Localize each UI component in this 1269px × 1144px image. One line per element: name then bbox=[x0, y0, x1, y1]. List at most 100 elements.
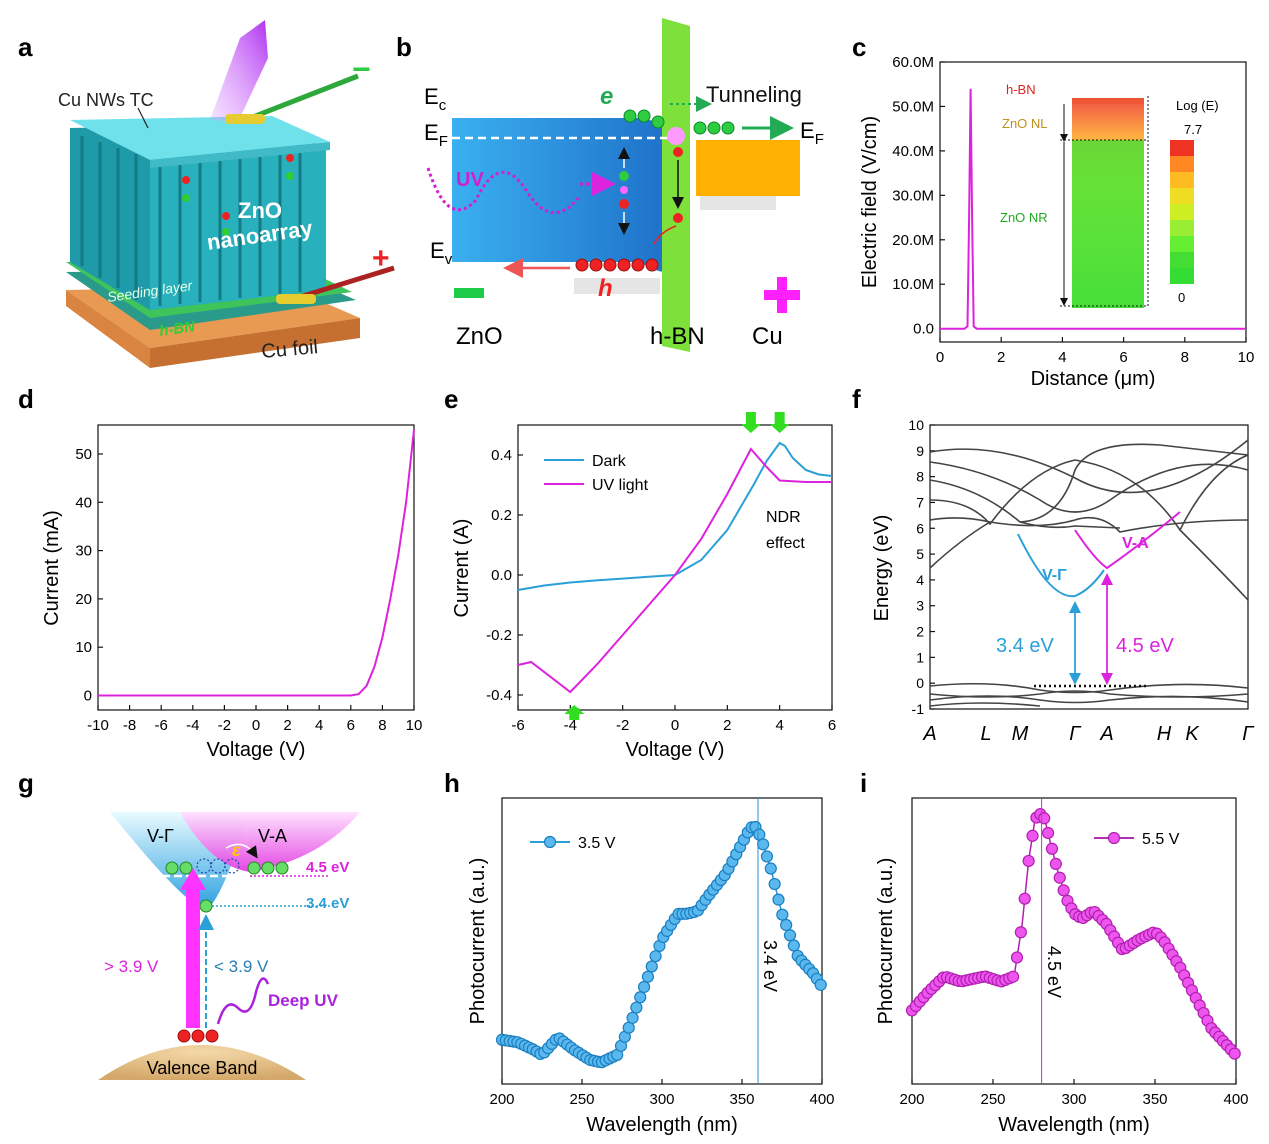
panel-d: d -10 -8 -6 -4 -2 0 2 4 6 8 10 0 10 20 30 40 50 Voltage … bbox=[18, 384, 422, 761]
annotation-effect: effect bbox=[766, 535, 805, 552]
inset-legend-title: Log (E) bbox=[1176, 98, 1219, 113]
label-ef-right: EF bbox=[800, 118, 824, 148]
x-tick-label: 4 bbox=[1058, 349, 1066, 366]
plot-area-c: 0 2 4 6 8 10 0.0 10.0M 20.0M 30.0M 40.0M 50.0M 60.0M bbox=[892, 54, 1254, 366]
data-point-h bbox=[626, 1011, 639, 1024]
pillar-grooves bbox=[80, 136, 302, 306]
ylabel-e: Current (A) bbox=[451, 519, 473, 618]
y-tick-label: 0.2 bbox=[491, 507, 512, 524]
x-tick-label: 350 bbox=[1142, 1091, 1167, 1108]
plot-area-i: 200 250 300 350 400 bbox=[899, 798, 1249, 1108]
label-cu-b: Cu bbox=[752, 323, 783, 350]
panel-letter-i: i bbox=[860, 768, 867, 798]
y-tick-label: 0 bbox=[84, 688, 92, 705]
label-gap-45: 4.5 eV bbox=[1116, 635, 1174, 657]
x-tick-label: 10 bbox=[1238, 349, 1255, 366]
series-line-e-dark bbox=[517, 441, 833, 591]
marker-label-h: 3.4 eV bbox=[760, 940, 780, 992]
xlabel-c: Distance (μm) bbox=[1031, 368, 1156, 390]
x-tick-label: -2 bbox=[218, 717, 231, 734]
label-hbn-b: h-BN bbox=[650, 323, 705, 350]
label-uv: UV bbox=[456, 169, 484, 191]
minus-sign-b bbox=[454, 288, 484, 298]
y-tick-label: 0.0 bbox=[913, 321, 934, 338]
panel-h: h 200 250 300 350 400 3.5 V 3.4 eV Wavelengt… bbox=[444, 768, 835, 1136]
holes-b bbox=[575, 258, 659, 272]
series-line-i bbox=[911, 812, 1237, 1056]
x-tick-label: 400 bbox=[809, 1091, 834, 1108]
panel-letter-a: a bbox=[18, 32, 33, 62]
label-34ev: 3.4 eV bbox=[306, 895, 349, 912]
data-point-h bbox=[760, 850, 774, 863]
y-tick-label-f: -1 bbox=[912, 701, 925, 717]
legend-i: 5.5 V bbox=[1094, 831, 1180, 848]
x-tick-label: 6 bbox=[828, 717, 836, 734]
x-tick-label: 0 bbox=[936, 349, 944, 366]
panel-letter-b: b bbox=[396, 32, 412, 62]
uv-wave bbox=[426, 167, 582, 214]
data-point-h bbox=[776, 908, 789, 921]
label-ef-left: EF bbox=[424, 120, 448, 150]
label-valence-band: Valence Band bbox=[147, 1058, 258, 1078]
x-tick-label: 250 bbox=[980, 1091, 1005, 1108]
y-tick-label-f: 10 bbox=[908, 417, 924, 433]
x-tick-label: -8 bbox=[123, 717, 136, 734]
x-tick-label: 2 bbox=[283, 717, 291, 734]
data-point-i bbox=[1045, 842, 1059, 855]
label-gap-34: 3.4 eV bbox=[996, 635, 1054, 657]
ndr-arrow-head bbox=[769, 424, 790, 433]
y-tick-label-f: 1 bbox=[916, 649, 924, 665]
plot-frame-f bbox=[929, 424, 1249, 710]
series-line-e-uv bbox=[517, 447, 832, 694]
svg-text:A: A bbox=[922, 723, 936, 745]
x-tick-label: 0 bbox=[671, 717, 679, 734]
legend-h: 3.5 V bbox=[530, 835, 616, 852]
y-tick-label-f: 2 bbox=[916, 624, 924, 640]
x-tick-label: 6 bbox=[347, 717, 355, 734]
y-tick-label: 20 bbox=[75, 591, 92, 608]
svg-text:Γ: Γ bbox=[1069, 723, 1082, 745]
data-point-i bbox=[1006, 970, 1020, 983]
contact-bottom bbox=[276, 294, 316, 304]
plus-sign-a: + bbox=[372, 242, 390, 275]
y-tick-label: 50 bbox=[75, 446, 92, 463]
band-v-a bbox=[1074, 511, 1181, 570]
x-tick-label: 400 bbox=[1223, 1091, 1248, 1108]
ndr-arrow-head bbox=[564, 705, 585, 714]
label-v-a-g: V-A bbox=[258, 826, 287, 846]
label-cu-nws: Cu NWs TC bbox=[58, 90, 154, 110]
data-point-h bbox=[814, 978, 827, 991]
y-tick-label-f: 4 bbox=[916, 572, 924, 588]
y-tick-label: -0.2 bbox=[486, 627, 512, 644]
data-point-i bbox=[1228, 1047, 1241, 1060]
x-tick-label: 250 bbox=[569, 1091, 594, 1108]
label-45ev: 4.5 eV bbox=[306, 859, 349, 876]
label-lt39: < 3.9 V bbox=[214, 957, 269, 976]
label-ec: Ec bbox=[424, 84, 447, 114]
top-electrode bbox=[70, 116, 330, 160]
band-structure bbox=[929, 439, 1249, 707]
y-tick-label: 10 bbox=[75, 639, 92, 656]
data-point-h bbox=[772, 893, 785, 906]
xlabel-h: Wavelength (nm) bbox=[586, 1114, 738, 1136]
inset-label-hbn: h-BN bbox=[1006, 82, 1036, 97]
label-e: e bbox=[600, 83, 613, 110]
inset-label-nl: ZnO NL bbox=[1002, 116, 1048, 131]
svg-text:K: K bbox=[1185, 723, 1200, 745]
svg-text:M: M bbox=[1012, 723, 1029, 745]
label-zno-b: ZnO bbox=[456, 323, 503, 350]
svg-text:H: H bbox=[1157, 723, 1172, 745]
y-tick-label: 40 bbox=[75, 494, 92, 511]
panel-letter-c: c bbox=[852, 32, 866, 62]
arrow-excitation-high bbox=[186, 888, 200, 1028]
label-h: h bbox=[598, 275, 613, 302]
x-tick-label: 200 bbox=[899, 1091, 924, 1108]
series-line-d bbox=[98, 429, 415, 697]
legend-e: Dark UV light bbox=[544, 453, 649, 494]
plot-frame-i bbox=[911, 797, 1237, 1085]
ndr-arrow-shaft bbox=[745, 412, 756, 424]
label-zno: ZnO bbox=[238, 198, 282, 223]
label-tunneling: Tunneling bbox=[706, 82, 802, 107]
plot-frame-c bbox=[939, 61, 1247, 343]
band-v-gamma bbox=[1017, 533, 1105, 598]
